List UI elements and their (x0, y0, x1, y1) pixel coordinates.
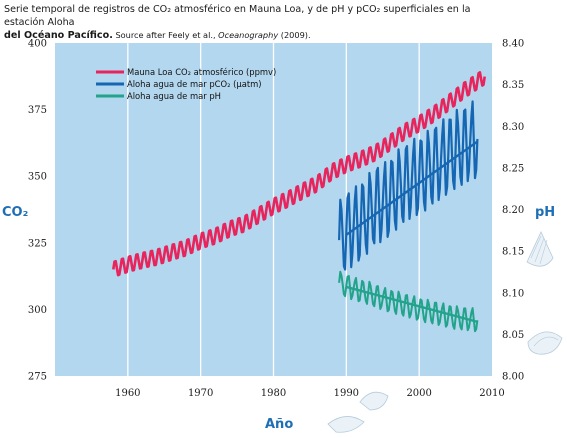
y-left-tick-350: 350 (28, 172, 47, 183)
title-line-2-bold: del Océano Pacífico. (4, 30, 113, 41)
y-right-tick-8-10: 8.10 (502, 288, 524, 299)
legend-label-pco2: Aloha agua de mar pCO₂ (µatm) (127, 79, 262, 89)
y-left-tick-325: 325 (28, 238, 47, 249)
y-right-tick-8-40: 8.40 (502, 39, 524, 50)
y-left-tick-375: 375 (28, 105, 47, 116)
legend-label-co2: Mauna Loa CO₂ atmosférico (ppmv) (127, 67, 276, 77)
series-line-pco2 (338, 100, 479, 271)
y-axis-left-title: CO₂ (2, 205, 28, 220)
x-tick-2010: 2010 (479, 388, 504, 399)
y-right-tick-8-25: 8.25 (502, 163, 524, 174)
series-line-ph (338, 270, 479, 333)
title-line-1: Serie temporal de registros de CO₂ atmos… (4, 4, 471, 28)
source-suffix: (2009). (278, 30, 311, 40)
source-note: Source after Feely et al., Oceanography … (112, 30, 311, 40)
trend-line-ph (346, 285, 478, 324)
y-right-tick-8-30: 8.30 (502, 122, 524, 133)
series-layer (112, 71, 486, 333)
x-tick-1960: 1960 (115, 388, 140, 399)
legend-label-ph: Aloha agua de mar pH (127, 91, 221, 101)
legend: Mauna Loa CO₂ atmosférico (ppmv) Aloha a… (96, 67, 276, 101)
source-journal: Oceanography (218, 30, 279, 40)
x-tick-2000: 2000 (406, 388, 431, 399)
y-right-tick-8-20: 8.20 (502, 205, 524, 216)
y-right-tick-8-00: 8.00 (502, 372, 524, 383)
y-left-tick-275: 275 (28, 372, 47, 383)
series-line-co2 (112, 71, 486, 277)
x-tick-1990: 1990 (334, 388, 359, 399)
trend-line-pco2 (345, 140, 479, 236)
tick-labels: 1960 1970 1980 1990 2000 2010 275 300 325 350 375 4… (28, 39, 524, 400)
chart-title: Serie temporal de registros de CO₂ atmos… (4, 3, 509, 42)
seashell-decoration (327, 231, 563, 433)
x-tick-1970: 1970 (188, 388, 213, 399)
y-right-tick-8-35: 8.35 (502, 80, 524, 91)
x-axis-title: Año (265, 417, 293, 432)
y-right-tick-8-15: 8.15 (502, 247, 524, 258)
title-line-2: del Océano Pacífico. Source after Feely … (4, 29, 509, 42)
y-axis-right-title: pH (535, 205, 555, 220)
y-right-tick-8-05: 8.05 (502, 330, 524, 341)
y-left-tick-400: 400 (28, 39, 47, 50)
x-tick-1980: 1980 (261, 388, 286, 399)
y-left-tick-300: 300 (28, 305, 47, 316)
source-prefix: Source after Feely et al., (112, 30, 219, 40)
